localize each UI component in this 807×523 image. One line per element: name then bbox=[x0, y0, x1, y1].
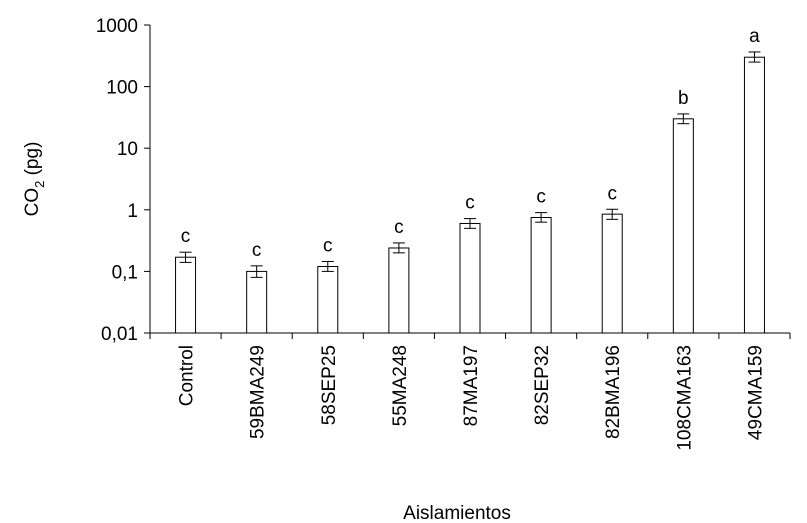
category-label: 49CMA159 bbox=[745, 345, 766, 440]
significance-label: a bbox=[749, 26, 760, 47]
category-label: 55MA248 bbox=[390, 345, 411, 426]
significance-label: c bbox=[252, 240, 262, 261]
error-bars bbox=[179, 51, 761, 278]
y-axis-title-unit: (pg) bbox=[22, 142, 43, 181]
category-label: 82SEP32 bbox=[532, 345, 553, 425]
bar bbox=[530, 216, 552, 334]
y-tick-label: 0,01 bbox=[101, 324, 138, 345]
significance-label: c bbox=[323, 235, 333, 256]
y-tick-label: 100 bbox=[106, 78, 138, 99]
category-label: 59BMA249 bbox=[248, 345, 269, 439]
y-axis-title: CO2 (pg) bbox=[22, 142, 47, 217]
significance-label: c bbox=[465, 193, 475, 214]
significance-labels: c c c c c c c b a bbox=[181, 26, 760, 261]
y-tick-label: 1000 bbox=[96, 16, 138, 37]
significance-label: c bbox=[607, 183, 617, 204]
bars bbox=[175, 56, 765, 334]
bar bbox=[601, 213, 623, 334]
y-axis: 0,01 0,1 1 10 100 1000 bbox=[96, 16, 151, 345]
bar bbox=[246, 270, 268, 334]
y-axis-title-base: CO bbox=[22, 188, 43, 217]
bar bbox=[175, 256, 197, 334]
bar bbox=[388, 247, 410, 334]
x-axis bbox=[149, 332, 791, 339]
significance-label: b bbox=[678, 88, 689, 109]
category-label: 108CMA163 bbox=[674, 345, 695, 451]
y-tick-label: 1 bbox=[127, 201, 138, 222]
category-label: Control bbox=[177, 345, 198, 406]
bar bbox=[459, 222, 481, 334]
category-label: 82BMA196 bbox=[603, 345, 624, 439]
category-label: 87MA197 bbox=[461, 345, 482, 426]
category-label: 58SEP25 bbox=[319, 345, 340, 425]
x-axis-title: Aislamientos bbox=[403, 503, 511, 523]
bar bbox=[672, 118, 694, 334]
significance-label: c bbox=[394, 217, 404, 238]
category-labels: Control 59BMA249 58SEP25 55MA248 87MA197 82SE… bbox=[177, 345, 767, 451]
y-tick-label: 0,1 bbox=[112, 262, 138, 283]
bar bbox=[317, 266, 339, 334]
bar bbox=[743, 56, 765, 334]
significance-label: c bbox=[181, 226, 191, 247]
significance-label: c bbox=[536, 187, 546, 208]
y-tick-label: 10 bbox=[117, 139, 138, 160]
y-axis-title-subscript: 2 bbox=[32, 181, 47, 188]
